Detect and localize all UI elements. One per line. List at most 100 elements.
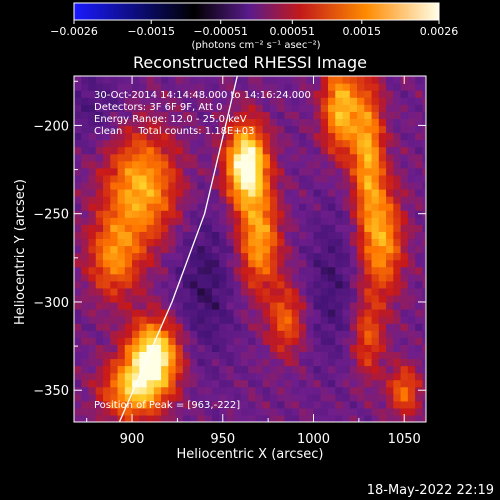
heatmap-cell xyxy=(277,400,286,409)
heatmap-cell xyxy=(161,301,169,310)
heatmap-cell xyxy=(349,146,358,155)
heatmap-cell xyxy=(74,217,82,225)
heatmap-cell xyxy=(262,294,271,303)
heatmap-cell xyxy=(146,280,155,289)
heatmap-cell xyxy=(298,231,307,240)
heatmap-cell xyxy=(103,351,111,360)
heatmap-cell xyxy=(277,365,286,374)
heatmap-cell xyxy=(400,379,409,388)
heatmap-cell xyxy=(342,210,351,218)
heatmap-cell xyxy=(182,231,191,240)
heatmap-cell xyxy=(328,344,336,352)
heatmap-cell xyxy=(204,238,213,247)
heatmap-cell xyxy=(378,90,387,98)
heatmap-cell xyxy=(110,400,119,409)
heatmap-cell xyxy=(153,280,162,289)
heatmap-cell xyxy=(407,337,416,345)
heatmap-cell xyxy=(393,393,402,402)
heatmap-cell xyxy=(342,259,351,268)
heatmap-cell xyxy=(422,273,426,282)
heatmap-cell xyxy=(320,294,329,303)
heatmap-cell xyxy=(161,337,169,345)
heatmap-cell xyxy=(422,372,426,381)
heatmap-cell xyxy=(386,259,394,268)
heatmap-cell xyxy=(88,167,97,176)
heatmap-cell xyxy=(146,139,155,148)
heatmap-cell xyxy=(139,174,148,183)
heatmap-cell xyxy=(357,188,365,197)
heatmap-cell xyxy=(371,294,380,303)
heatmap-cell xyxy=(400,196,409,204)
heatmap-cell xyxy=(291,323,300,331)
heatmap-cell xyxy=(110,167,119,176)
heatmap-cell xyxy=(190,280,198,289)
heatmap-cell xyxy=(357,294,365,303)
heatmap-cell xyxy=(110,132,119,141)
heatmap-cell xyxy=(342,238,351,247)
heatmap-cell xyxy=(277,386,286,395)
heatmap-cell xyxy=(400,118,409,127)
heatmap-cell xyxy=(81,245,90,254)
heatmap-cell xyxy=(378,316,387,324)
heatmap-cell xyxy=(262,273,271,282)
heatmap-cell xyxy=(240,139,249,148)
heatmap-cell xyxy=(146,400,155,409)
heatmap-cell xyxy=(74,400,82,409)
heatmap-cell xyxy=(415,400,423,409)
heatmap-cell xyxy=(153,372,162,381)
heatmap-cell xyxy=(371,266,380,275)
heatmap-cell xyxy=(233,407,242,416)
heatmap-cell xyxy=(132,90,140,98)
heatmap-cell xyxy=(146,181,155,190)
heatmap-cell xyxy=(226,118,235,127)
heatmap-cell xyxy=(335,160,344,169)
heatmap-cell xyxy=(226,344,235,352)
heatmap-cell xyxy=(349,344,358,352)
heatmap-cell xyxy=(226,238,235,247)
heatmap-cell xyxy=(132,358,140,367)
heatmap-cell xyxy=(320,372,329,381)
heatmap-cell xyxy=(211,210,220,218)
heatmap-cell xyxy=(357,132,365,141)
heatmap-cell xyxy=(146,330,155,338)
heatmap-cell xyxy=(371,90,380,98)
heatmap-cell xyxy=(393,203,402,211)
heatmap-cell xyxy=(219,393,228,402)
heatmap-cell xyxy=(277,259,286,268)
heatmap-cell xyxy=(197,203,206,211)
heatmap-cell xyxy=(284,245,293,254)
heatmap-cell xyxy=(262,365,271,374)
heatmap-cell xyxy=(81,386,90,395)
heatmap-cell xyxy=(117,358,126,367)
heatmap-cell xyxy=(335,245,344,254)
heatmap-cell xyxy=(320,174,329,183)
heatmap-cell xyxy=(328,358,336,367)
heatmap-cell xyxy=(204,181,213,190)
heatmap-cell xyxy=(248,139,257,148)
heatmap-cell xyxy=(298,407,307,416)
heatmap-cell xyxy=(422,217,426,225)
heatmap-cell xyxy=(226,358,235,367)
heatmap-cell xyxy=(262,188,271,197)
heatmap-cell xyxy=(146,111,155,119)
heatmap-cell xyxy=(81,104,90,112)
heatmap-cell xyxy=(175,365,184,374)
heatmap-cell xyxy=(74,309,82,317)
heatmap-cell xyxy=(320,252,329,261)
heatmap-cell xyxy=(262,90,271,98)
heatmap-cell xyxy=(211,174,220,183)
heatmap-cell xyxy=(103,273,111,282)
heatmap-cell xyxy=(349,217,358,225)
heatmap-cell xyxy=(204,111,213,119)
heatmap-cell xyxy=(335,217,344,225)
heatmap-cell xyxy=(153,146,162,155)
heatmap-cell xyxy=(335,203,344,211)
heatmap-cell xyxy=(124,365,133,374)
heatmap-cell xyxy=(74,174,82,183)
heatmap-cell xyxy=(269,301,278,310)
heatmap-cell xyxy=(284,160,293,169)
heatmap-cell xyxy=(197,337,206,345)
heatmap-cell xyxy=(422,365,426,374)
heatmap-cell xyxy=(117,125,126,134)
heatmap-cell xyxy=(335,252,344,261)
